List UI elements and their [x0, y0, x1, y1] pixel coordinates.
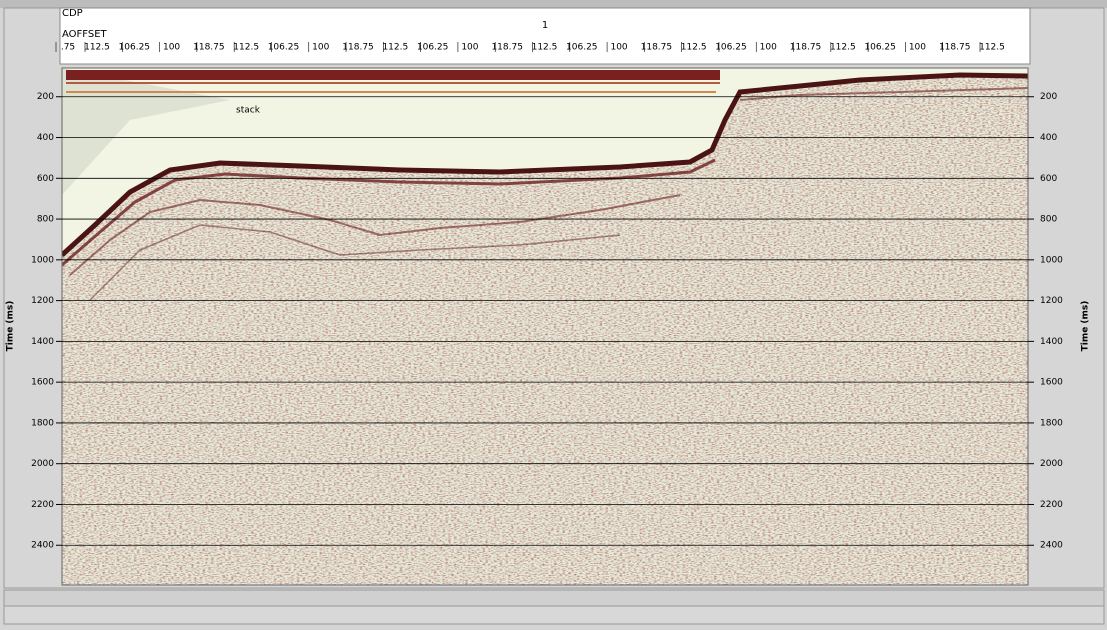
- offset-tick-label: 118.75: [193, 43, 225, 53]
- header-panel: [59, 7, 1031, 65]
- offset-tick-label: 100: [163, 43, 180, 53]
- offset-tick-label: 106.25: [864, 43, 896, 53]
- y-axis-label: Time (ms): [6, 301, 16, 352]
- water-column: [62, 68, 1028, 255]
- y-axis-label: Time (ms): [1081, 301, 1091, 352]
- offset-tick-label: 106.25: [566, 43, 598, 53]
- y-tick-label: 1400: [31, 337, 54, 347]
- offset-tick-label: 112.5: [532, 43, 558, 53]
- offset-label: AOFFSET: [62, 29, 108, 40]
- y-tick-label: 800: [37, 215, 54, 225]
- y-tick-label: 2200: [1040, 500, 1063, 510]
- offset-tick-label: 112.5: [233, 43, 259, 53]
- y-tick-label: 200: [37, 92, 54, 102]
- y-tick-label: 1800: [1040, 418, 1063, 428]
- offset-tick-label: 106.25: [715, 43, 747, 53]
- offset-tick-label: 112.5: [979, 43, 1005, 53]
- offset-tick-label: 112.5: [830, 43, 856, 53]
- y-tick-label: 1800: [31, 418, 54, 428]
- status-bar: [3, 589, 1105, 607]
- y-tick-label: 600: [37, 174, 54, 184]
- reflector: [89, 224, 621, 301]
- y-tick-label: 200: [1040, 92, 1057, 102]
- offset-tick-label: 100: [312, 43, 329, 53]
- y-tick-label: 2000: [1040, 459, 1063, 469]
- annotation: stack: [236, 106, 261, 116]
- offset-tick-label: 100: [610, 43, 627, 53]
- status-bar: [3, 605, 1105, 625]
- plot-frame: [61, 67, 1029, 586]
- y-tick-label: 2200: [31, 500, 54, 510]
- offset-tick-label: 100: [909, 43, 926, 53]
- direct-arrival: [66, 91, 716, 93]
- cdp-value: 1: [542, 20, 548, 31]
- reflector: [69, 194, 681, 276]
- title-strip: [0, 0, 1107, 8]
- y-tick-label: 2400: [31, 541, 54, 551]
- y-tick-label: 2000: [31, 459, 54, 469]
- reflector: [739, 87, 1028, 101]
- y-tick-label: 400: [1040, 133, 1057, 143]
- y-tick-label: 400: [37, 133, 54, 143]
- offset-tick-label: 100: [760, 43, 777, 53]
- y-tick-label: 800: [1040, 215, 1057, 225]
- offset-tick-label: 112.5: [681, 43, 707, 53]
- offset-tick-label: 118.75: [939, 43, 971, 53]
- direct-arrival: [66, 82, 720, 84]
- offset-tick-label: 118.75: [641, 43, 673, 53]
- offset-tick-label: 112.5: [84, 43, 110, 53]
- seafloor-reflector: [62, 72, 1028, 257]
- y-tick-label: 1600: [1040, 378, 1063, 388]
- offset-tick-label: 106.25: [119, 43, 151, 53]
- offset-tick-label: 118.75: [342, 43, 374, 53]
- y-tick-label: 1600: [31, 378, 54, 388]
- offset-tick-label: 118.75: [790, 43, 822, 53]
- y-tick-label: 1200: [1040, 296, 1063, 306]
- y-tick-label: 1000: [1040, 255, 1063, 265]
- offset-tick-label: .75: [61, 43, 75, 53]
- offset-tick-label: 100: [461, 43, 478, 53]
- y-tick-label: 2400: [1040, 541, 1063, 551]
- y-tick-label: 1000: [31, 255, 54, 265]
- y-tick-label: 1200: [31, 296, 54, 306]
- direct-arrival: [66, 70, 720, 80]
- offset-tick-label: 118.75: [491, 43, 523, 53]
- cdp-label: CDP: [62, 8, 83, 19]
- y-tick-label: 1400: [1040, 337, 1063, 347]
- seismic-section: [62, 68, 1028, 585]
- offset-tick-label: 106.25: [417, 43, 449, 53]
- offset-tick-label: 106.25: [268, 43, 300, 53]
- left-shadow: [62, 68, 230, 195]
- y-tick-label: 600: [1040, 174, 1057, 184]
- offset-tick-label: 112.5: [382, 43, 408, 53]
